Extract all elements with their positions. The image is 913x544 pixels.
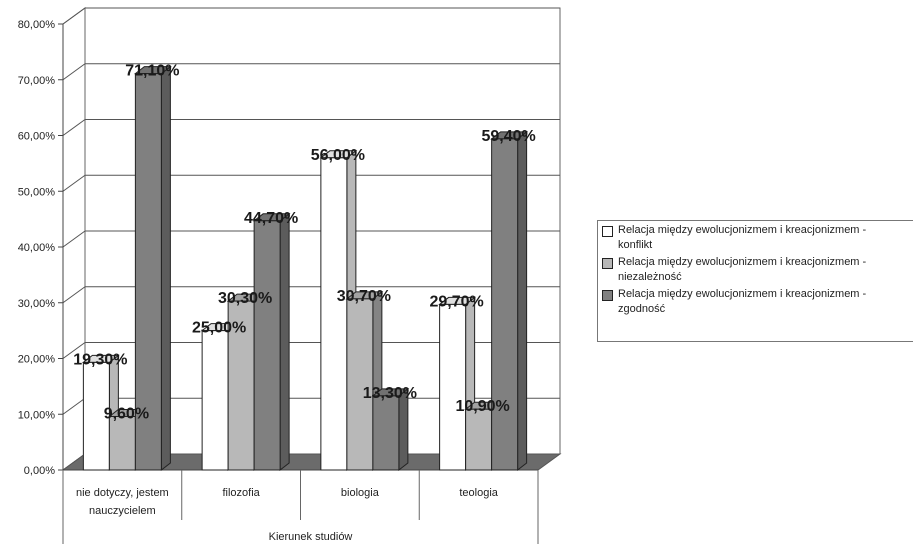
gridline-side (62, 342, 86, 359)
bar-front (372, 395, 400, 471)
bar (133, 65, 172, 472)
chart-legend: Relacja między ewolucjonizmem i kreacjon… (597, 220, 913, 342)
data-label: 59,40% (481, 128, 535, 145)
bar-side (517, 130, 528, 472)
x-category-label: nie dotyczy, jestem (76, 487, 169, 499)
bar (252, 212, 291, 472)
bar-front (227, 300, 255, 471)
data-label: 25,00% (192, 320, 246, 337)
bar-front (134, 73, 162, 471)
legend-swatch (602, 226, 613, 237)
data-label: 30,30% (218, 290, 272, 307)
x-category-label: filozofia (222, 487, 260, 499)
legend-item: Relacja między ewolucjonizmem i kreacjon… (600, 287, 913, 317)
data-label: 30,70% (337, 288, 391, 305)
bar-front (82, 361, 110, 471)
gridline-side (62, 7, 86, 25)
data-label: 29,70% (429, 293, 483, 310)
data-label: 71,10% (125, 63, 179, 80)
gridline-side (62, 63, 86, 81)
y-tick-label: 40,00% (18, 242, 56, 254)
data-label: 9,60% (104, 405, 149, 422)
legend-swatch (602, 290, 613, 301)
y-tick-label: 10,00% (18, 409, 56, 421)
data-label: 19,30% (73, 351, 127, 368)
gridline-side (62, 230, 86, 248)
y-tick-label: 50,00% (18, 186, 56, 198)
bar-side (279, 212, 290, 472)
bar-front (346, 298, 374, 471)
y-tick-label: 30,00% (18, 298, 56, 310)
legend-label-continued: konflikt (618, 239, 653, 251)
gridline-side (62, 119, 86, 136)
legend-label: Relacja między ewolucjonizmem i kreacjon… (618, 256, 867, 268)
y-tick-label: 0,00% (24, 465, 55, 477)
y-tick-label: 80,00% (18, 19, 56, 31)
data-label: 10,90% (455, 398, 509, 415)
bar-front (439, 303, 467, 471)
data-label: 56,00% (311, 147, 365, 164)
y-tick-label: 20,00% (18, 354, 56, 366)
legend-label: Relacja między ewolucjonizmem i kreacjon… (618, 224, 867, 236)
bar (371, 387, 410, 472)
legend-label-continued: zgodność (618, 303, 666, 315)
x-category-label: teologia (459, 487, 498, 499)
bar-front (491, 138, 519, 471)
data-label: 13,30% (363, 385, 417, 402)
gridline-side (62, 174, 86, 192)
x-category-label: nauczycielem (89, 505, 156, 517)
legend-item: Relacja między ewolucjonizmem i kreacjon… (600, 223, 913, 253)
gridline-side (62, 286, 86, 304)
data-label: 44,70% (244, 210, 298, 227)
legend-label-continued: niezależność (618, 271, 682, 283)
legend-item: Relacja między ewolucjonizmem i kreacjon… (600, 255, 913, 285)
x-axis-title: Kierunek studiów (269, 531, 353, 543)
bar-front (201, 330, 229, 471)
legend-swatch (602, 258, 613, 269)
y-tick-label: 70,00% (18, 75, 56, 87)
y-tick-label: 60,00% (18, 131, 56, 143)
bar-front (320, 157, 348, 471)
legend-label: Relacja między ewolucjonizmem i kreacjon… (618, 288, 867, 300)
bar-side (160, 65, 171, 472)
bar-front (108, 415, 136, 471)
bar (490, 130, 529, 472)
gridline-side (62, 397, 86, 415)
x-category-label: biologia (341, 487, 380, 499)
bar-front (253, 220, 281, 471)
bar-front (465, 408, 493, 471)
